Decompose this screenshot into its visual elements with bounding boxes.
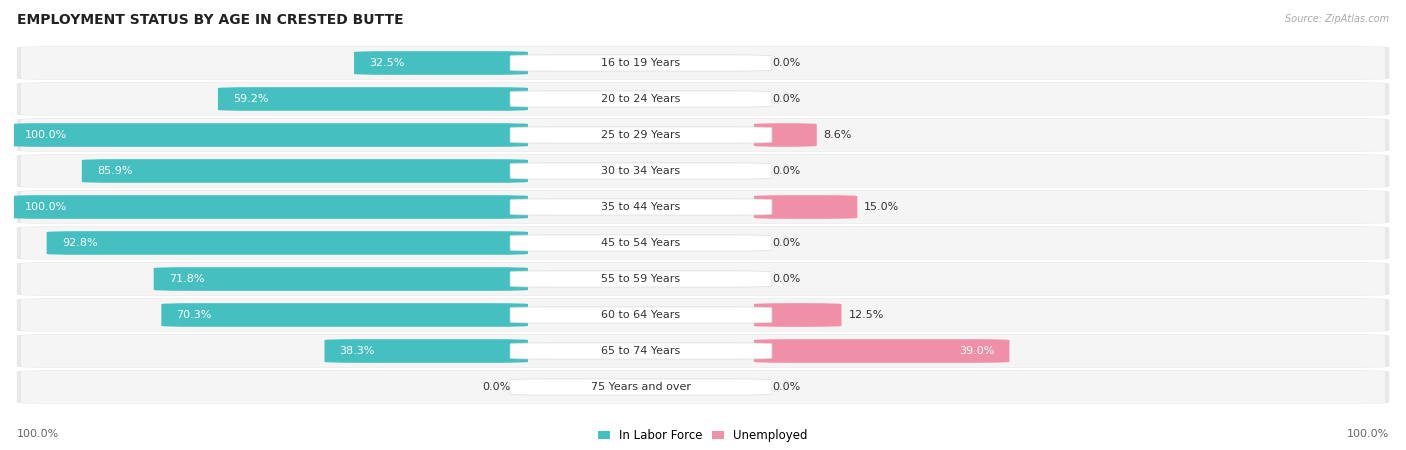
Text: 100.0%: 100.0%: [25, 130, 67, 140]
FancyBboxPatch shape: [82, 159, 529, 183]
Text: 38.3%: 38.3%: [340, 346, 375, 356]
FancyBboxPatch shape: [325, 339, 529, 363]
Text: 0.0%: 0.0%: [772, 382, 800, 392]
FancyBboxPatch shape: [17, 370, 1389, 404]
FancyBboxPatch shape: [218, 87, 529, 111]
Text: 39.0%: 39.0%: [959, 346, 994, 356]
FancyBboxPatch shape: [17, 190, 1389, 224]
Text: 0.0%: 0.0%: [482, 382, 510, 392]
FancyBboxPatch shape: [354, 51, 529, 75]
FancyBboxPatch shape: [21, 226, 1385, 260]
FancyBboxPatch shape: [754, 195, 858, 219]
FancyBboxPatch shape: [10, 123, 529, 147]
Text: 20 to 24 Years: 20 to 24 Years: [602, 94, 681, 104]
Text: 60 to 64 Years: 60 to 64 Years: [602, 310, 681, 320]
FancyBboxPatch shape: [510, 343, 772, 359]
Text: 35 to 44 Years: 35 to 44 Years: [602, 202, 681, 212]
FancyBboxPatch shape: [754, 339, 1010, 363]
Text: 59.2%: 59.2%: [233, 94, 269, 104]
FancyBboxPatch shape: [754, 123, 817, 147]
Text: 25 to 29 Years: 25 to 29 Years: [602, 130, 681, 140]
FancyBboxPatch shape: [21, 154, 1385, 188]
FancyBboxPatch shape: [17, 262, 1389, 296]
FancyBboxPatch shape: [17, 46, 1389, 80]
Text: 65 to 74 Years: 65 to 74 Years: [602, 346, 681, 356]
FancyBboxPatch shape: [510, 235, 772, 251]
FancyBboxPatch shape: [21, 334, 1385, 368]
FancyBboxPatch shape: [17, 334, 1389, 368]
Text: 15.0%: 15.0%: [865, 202, 900, 212]
FancyBboxPatch shape: [21, 46, 1385, 80]
Text: 12.5%: 12.5%: [848, 310, 884, 320]
Text: 0.0%: 0.0%: [772, 238, 800, 248]
FancyBboxPatch shape: [21, 118, 1385, 152]
FancyBboxPatch shape: [21, 370, 1385, 404]
FancyBboxPatch shape: [153, 267, 529, 291]
FancyBboxPatch shape: [21, 262, 1385, 296]
Text: 0.0%: 0.0%: [772, 166, 800, 176]
FancyBboxPatch shape: [10, 195, 529, 219]
FancyBboxPatch shape: [21, 82, 1385, 116]
Text: 45 to 54 Years: 45 to 54 Years: [602, 238, 681, 248]
Text: 70.3%: 70.3%: [177, 310, 212, 320]
Text: 100.0%: 100.0%: [17, 429, 59, 439]
FancyBboxPatch shape: [46, 231, 529, 255]
Text: 100.0%: 100.0%: [25, 202, 67, 212]
FancyBboxPatch shape: [17, 154, 1389, 188]
Text: 0.0%: 0.0%: [772, 94, 800, 104]
Text: 32.5%: 32.5%: [370, 58, 405, 68]
Text: 8.6%: 8.6%: [824, 130, 852, 140]
FancyBboxPatch shape: [510, 271, 772, 287]
FancyBboxPatch shape: [21, 190, 1385, 224]
FancyBboxPatch shape: [510, 55, 772, 71]
Text: 71.8%: 71.8%: [169, 274, 204, 284]
Text: 0.0%: 0.0%: [772, 274, 800, 284]
FancyBboxPatch shape: [510, 91, 772, 107]
Text: 55 to 59 Years: 55 to 59 Years: [602, 274, 681, 284]
FancyBboxPatch shape: [17, 118, 1389, 152]
FancyBboxPatch shape: [17, 226, 1389, 260]
FancyBboxPatch shape: [754, 303, 841, 327]
Text: 85.9%: 85.9%: [97, 166, 132, 176]
Text: 75 Years and over: 75 Years and over: [591, 382, 690, 392]
Text: 30 to 34 Years: 30 to 34 Years: [602, 166, 681, 176]
FancyBboxPatch shape: [510, 199, 772, 215]
Legend: In Labor Force, Unemployed: In Labor Force, Unemployed: [598, 429, 808, 442]
Text: 16 to 19 Years: 16 to 19 Years: [602, 58, 681, 68]
Text: 0.0%: 0.0%: [772, 58, 800, 68]
FancyBboxPatch shape: [510, 127, 772, 143]
FancyBboxPatch shape: [510, 307, 772, 323]
Text: EMPLOYMENT STATUS BY AGE IN CRESTED BUTTE: EMPLOYMENT STATUS BY AGE IN CRESTED BUTT…: [17, 14, 404, 27]
Text: 92.8%: 92.8%: [62, 238, 97, 248]
FancyBboxPatch shape: [21, 298, 1385, 332]
FancyBboxPatch shape: [162, 303, 529, 327]
FancyBboxPatch shape: [17, 298, 1389, 332]
FancyBboxPatch shape: [510, 379, 772, 395]
FancyBboxPatch shape: [510, 163, 772, 179]
Text: Source: ZipAtlas.com: Source: ZipAtlas.com: [1285, 14, 1389, 23]
Text: 100.0%: 100.0%: [1347, 429, 1389, 439]
FancyBboxPatch shape: [17, 82, 1389, 116]
